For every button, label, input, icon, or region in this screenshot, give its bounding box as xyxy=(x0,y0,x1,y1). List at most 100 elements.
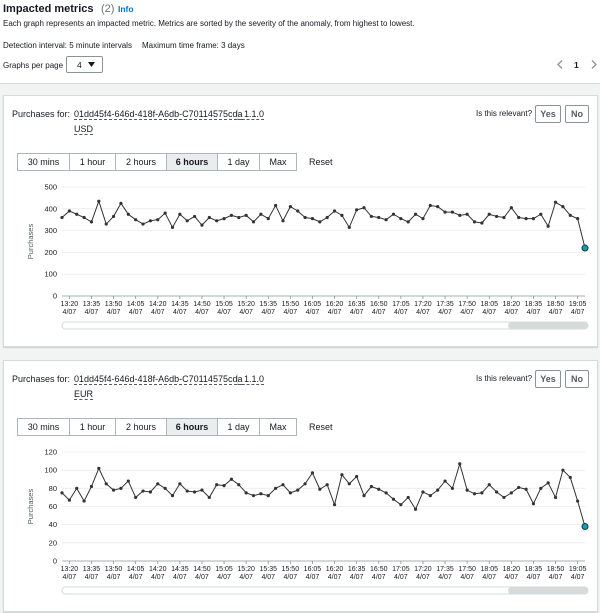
scrollbar-thumb[interactable] xyxy=(508,322,588,329)
x-tick-label: 18:50 xyxy=(547,566,565,573)
x-tick-label: 14:20 xyxy=(149,301,167,308)
data-point xyxy=(465,488,469,492)
title: Impacted metrics xyxy=(3,3,94,15)
data-point xyxy=(318,487,322,491)
caret xyxy=(88,62,95,67)
metric-panel: Purchases for: 01dd45f4-646d-418f-A6db-C7… xyxy=(3,95,598,347)
data-point xyxy=(192,490,197,494)
next-page[interactable] xyxy=(591,60,597,69)
x-tick-label: 19:05 xyxy=(569,301,587,308)
x-tick-date: 4/07 xyxy=(438,574,452,581)
data-point xyxy=(119,201,123,205)
x-tick-date: 4/07 xyxy=(107,309,121,316)
data-point xyxy=(450,486,455,490)
reset-button[interactable]: Reset xyxy=(309,157,333,167)
range-button[interactable]: 1 hour xyxy=(69,418,116,436)
yes-button[interactable]: Yes xyxy=(535,370,561,388)
data-point xyxy=(576,499,580,503)
metric-version: 1.1.0 xyxy=(237,109,265,120)
data-point xyxy=(119,486,123,490)
data-point xyxy=(156,482,160,486)
x-tick-label: 16:50 xyxy=(370,301,388,308)
data-point xyxy=(274,486,278,490)
data-point xyxy=(148,490,152,494)
yes-button[interactable]: Yes xyxy=(535,105,561,123)
data-point xyxy=(244,491,248,495)
range-button[interactable]: 30 mins xyxy=(17,418,70,436)
x-tick-date: 4/07 xyxy=(195,309,209,316)
range-button[interactable]: 6 hours xyxy=(166,153,218,171)
data-point xyxy=(185,489,189,493)
range-button[interactable]: 2 hours xyxy=(115,153,167,171)
page-number[interactable]: 1 xyxy=(574,60,579,70)
data-point xyxy=(332,209,337,213)
x-tick-label: 15:20 xyxy=(237,301,255,308)
range-button[interactable]: 1 hour xyxy=(69,153,116,171)
data-point xyxy=(384,218,388,222)
x-tick-date: 4/07 xyxy=(571,574,585,581)
data-point xyxy=(465,212,469,216)
data-point xyxy=(229,477,234,481)
data-point xyxy=(443,479,447,483)
reset-button[interactable]: Reset xyxy=(309,422,333,432)
data-point xyxy=(377,215,381,220)
x-tick-date: 4/07 xyxy=(217,309,231,316)
x-tick-label: 17:05 xyxy=(392,301,410,308)
x-tick-label: 18:50 xyxy=(547,301,565,308)
x-tick-date: 4/07 xyxy=(151,574,165,581)
y-tick-label: 300 xyxy=(44,226,57,235)
data-point xyxy=(458,462,462,466)
x-tick-label: 13:35 xyxy=(83,301,101,308)
x-tick-date: 4/07 xyxy=(239,574,253,581)
y-tick-label: 0 xyxy=(53,557,57,566)
x-tick-label: 17:50 xyxy=(458,301,476,308)
data-point xyxy=(104,482,108,486)
x-tick-label: 16:20 xyxy=(326,301,344,308)
metric-id: 01dd45f4-646d-418f-A6db-C70114575cda xyxy=(74,374,243,385)
line-chart: Purchases02040608010012013:204/0713:354/… xyxy=(26,448,589,595)
no-button[interactable]: No xyxy=(565,370,589,388)
x-tick-label: 14:05 xyxy=(127,301,145,308)
series-line xyxy=(61,199,586,249)
x-tick-date: 4/07 xyxy=(438,309,452,316)
data-point xyxy=(134,218,138,222)
y-tick-label: 80 xyxy=(49,484,57,493)
x-tick-date: 4/07 xyxy=(261,309,275,316)
range-button[interactable]: 1 day xyxy=(217,153,260,171)
data-point xyxy=(406,495,410,500)
x-tick-label: 17:50 xyxy=(458,566,476,573)
x-tick-label: 14:05 xyxy=(127,566,145,573)
x-tick-date: 4/07 xyxy=(505,309,519,316)
range-button[interactable]: Max xyxy=(259,153,297,171)
data-point xyxy=(340,213,344,217)
data-point xyxy=(487,212,491,216)
x-tick-date: 4/07 xyxy=(217,574,231,581)
data-point xyxy=(531,217,536,221)
data-point xyxy=(163,486,167,490)
data-point xyxy=(288,491,292,495)
data-point xyxy=(355,474,359,479)
scrollbar-thumb[interactable] xyxy=(508,587,588,594)
x-tick-date: 4/07 xyxy=(394,574,408,581)
y-tick-label: 500 xyxy=(44,183,57,192)
range-button[interactable]: 1 day xyxy=(217,418,260,436)
series-line xyxy=(61,462,586,527)
x-tick-label: 15:50 xyxy=(282,301,300,308)
x-tick-label: 13:50 xyxy=(105,566,123,573)
range-button[interactable]: 6 hours xyxy=(166,418,218,436)
data-point xyxy=(450,210,455,214)
data-point xyxy=(178,212,182,216)
range-button[interactable]: 2 hours xyxy=(115,418,167,436)
range-button[interactable]: 30 mins xyxy=(17,153,70,171)
data-point xyxy=(281,219,285,223)
data-point xyxy=(200,223,204,227)
detection-interval: Detection interval: 5 minute intervals xyxy=(3,41,132,50)
data-point xyxy=(436,205,440,209)
range-button[interactable]: Max xyxy=(259,418,297,436)
x-tick-date: 4/07 xyxy=(350,309,364,316)
info-link[interactable]: Info xyxy=(118,4,134,14)
graphs-per-page-select[interactable]: 4 xyxy=(66,56,103,73)
no-button[interactable]: No xyxy=(565,105,589,123)
prev-page[interactable] xyxy=(557,60,563,69)
